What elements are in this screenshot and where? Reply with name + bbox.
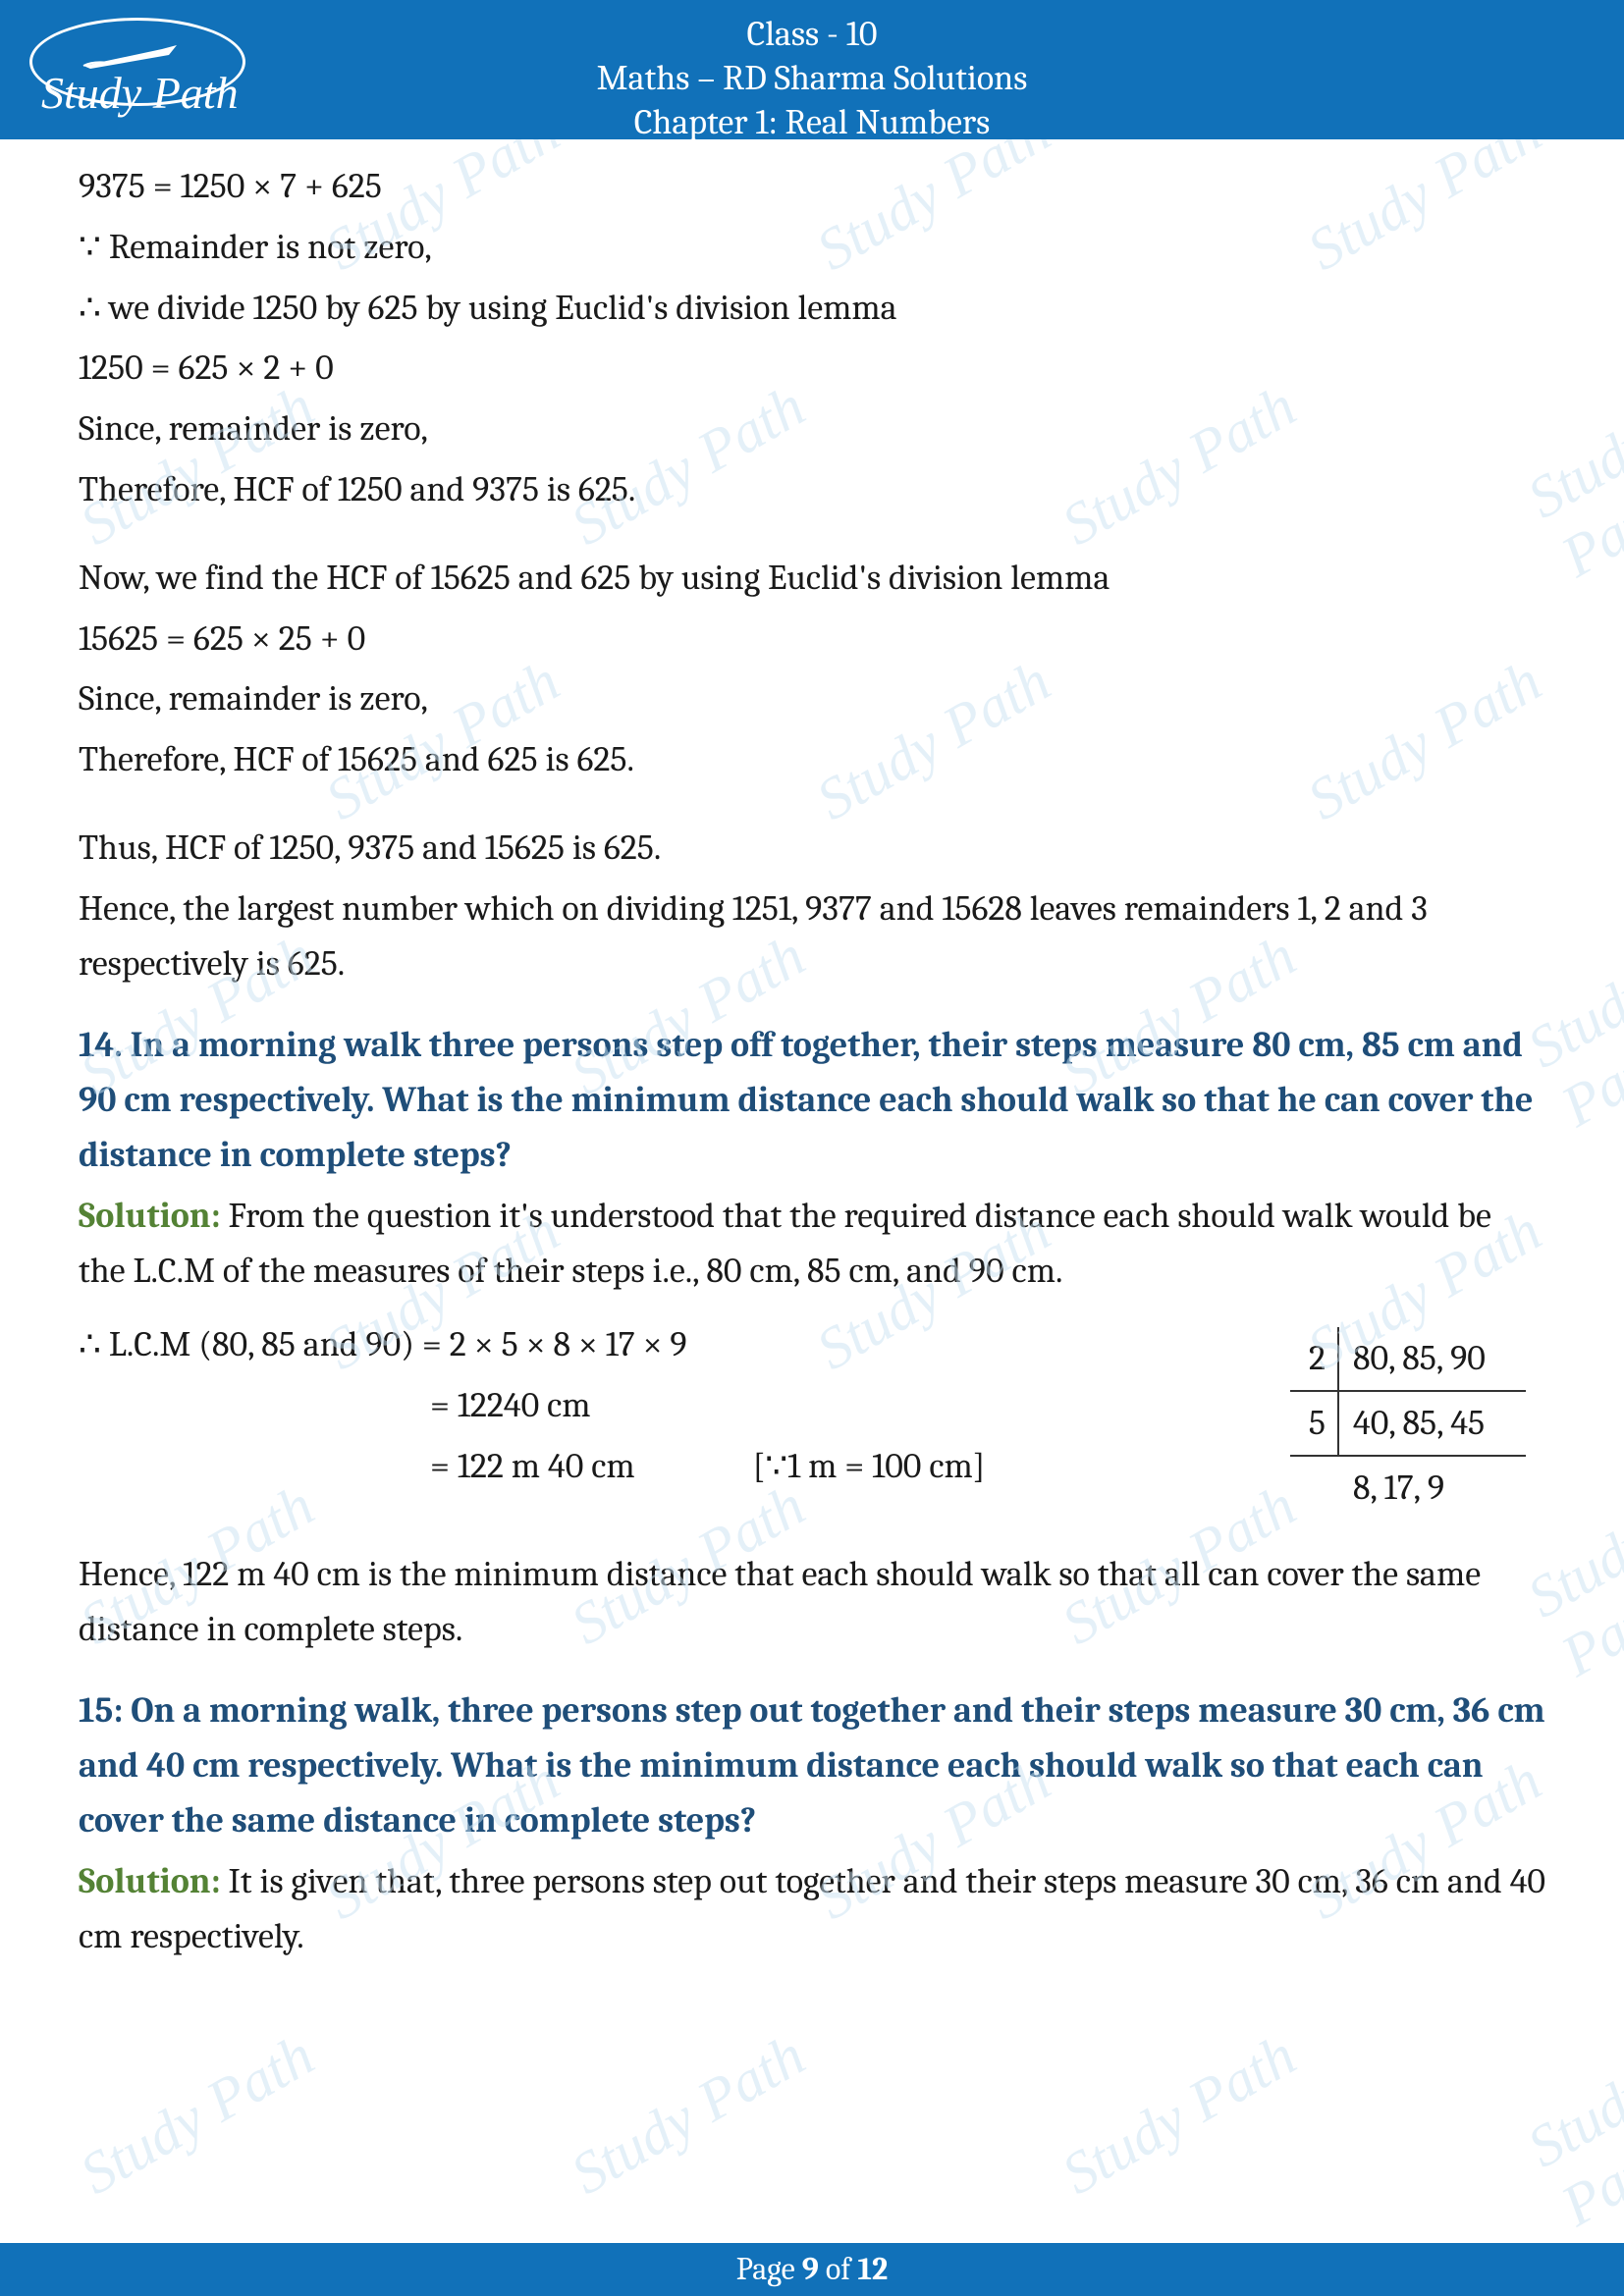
lcm-numbers: 40, 85, 45 xyxy=(1339,1392,1526,1455)
lcm-divisor: 5 xyxy=(1290,1392,1339,1455)
logo-text: Study Path xyxy=(41,67,239,119)
lcm-numbers: 80, 85, 90 xyxy=(1339,1327,1526,1390)
page-content: 9375 = 1250 × 7 + 625 ∵ Remainder is not… xyxy=(0,139,1624,1963)
text-line: 1250 = 625 × 2 + 0 xyxy=(79,341,1545,396)
text-line: Thus, HCF of 1250, 9375 and 15625 is 625… xyxy=(79,821,1545,876)
text-line: 9375 = 1250 × 7 + 625 xyxy=(79,159,1545,214)
table-row: 2 80, 85, 90 xyxy=(1290,1327,1526,1392)
lcm-table: 2 80, 85, 90 5 40, 85, 45 8, 17, 9 xyxy=(1290,1327,1526,1519)
solution-15: Solution: It is given that, three person… xyxy=(79,1854,1545,1964)
solution-text: From the question it's understood that t… xyxy=(79,1196,1491,1291)
page-footer: Page 9 of 12 xyxy=(0,2243,1624,2296)
studypath-logo: Study Path xyxy=(29,18,245,126)
text-line: Since, remainder is zero, xyxy=(79,671,1545,726)
lcm-line: = 12240 cm xyxy=(79,1378,1290,1433)
lcm-section: ∴ L.C.M (80, 85 and 90) = 2 × 5 × 8 × 17… xyxy=(79,1317,1545,1519)
text-line: ∴ we divide 1250 by 625 by using Euclid'… xyxy=(79,281,1545,336)
lcm-divisor: 2 xyxy=(1290,1327,1339,1390)
text-line: Therefore, HCF of 15625 and 625 is 625. xyxy=(79,732,1545,787)
text-line: ∵ Remainder is not zero, xyxy=(79,220,1545,275)
footer-total-pages: 12 xyxy=(857,2251,888,2287)
footer-current-page: 9 xyxy=(802,2251,819,2287)
watermark: Study Path xyxy=(69,2021,325,2209)
lcm-numbers: 8, 17, 9 xyxy=(1339,1457,1526,1520)
text-line: Since, remainder is zero, xyxy=(79,401,1545,456)
watermark: Study Path xyxy=(1516,2057,1624,2240)
text-line: Hence, 122 m 40 cm is the minimum distan… xyxy=(79,1547,1545,1657)
lcm-divisor xyxy=(1290,1457,1339,1520)
text-line: Hence, the largest number which on divid… xyxy=(79,881,1545,991)
solution-14: Solution: From the question it's underst… xyxy=(79,1189,1545,1299)
lcm-line: = 122 m 40 cm[∵1 m = 100 cm] xyxy=(79,1439,1290,1494)
question-15: 15: On a morning walk, three persons ste… xyxy=(79,1683,1545,1847)
footer-mid: of xyxy=(819,2251,857,2287)
lcm-line: ∴ L.C.M (80, 85 and 90) = 2 × 5 × 8 × 17… xyxy=(79,1317,1290,1372)
text-line: Now, we find the HCF of 15625 and 625 by… xyxy=(79,551,1545,606)
question-14: 14. In a morning walk three persons step… xyxy=(79,1018,1545,1182)
solution-label: Solution: xyxy=(79,1196,221,1236)
text-line: 15625 = 625 × 25 + 0 xyxy=(79,612,1545,667)
page-header: Study Path Class - 10 Maths – RD Sharma … xyxy=(0,0,1624,139)
solution-label: Solution: xyxy=(79,1861,221,1901)
text-line: Therefore, HCF of 1250 and 9375 is 625. xyxy=(79,462,1545,517)
lcm-note: [∵1 m = 100 cm] xyxy=(753,1439,986,1494)
watermark: Study Path xyxy=(1051,2021,1307,2209)
footer-prefix: Page xyxy=(736,2251,802,2287)
table-row: 5 40, 85, 45 xyxy=(1290,1392,1526,1457)
table-row: 8, 17, 9 xyxy=(1290,1457,1526,1520)
solution-text: It is given that, three persons step out… xyxy=(79,1861,1545,1956)
watermark: Study Path xyxy=(560,2021,816,2209)
